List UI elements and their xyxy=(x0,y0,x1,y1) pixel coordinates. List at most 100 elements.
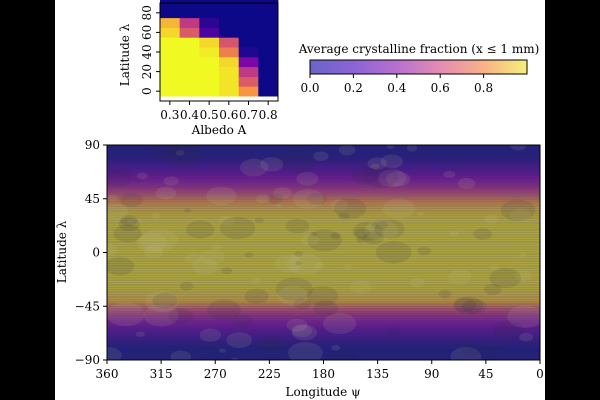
map-band xyxy=(107,250,540,253)
map-surface-feature xyxy=(286,252,323,275)
map-surface-feature xyxy=(385,171,411,187)
map-surface-feature xyxy=(417,211,425,217)
map-band xyxy=(107,233,540,237)
map-y-tick-label: −90 xyxy=(75,353,100,367)
map-x-ticks: 360 315 270 225 180 135 90 45 0 xyxy=(96,360,544,381)
colorbar-gradient xyxy=(309,59,528,75)
inset-y-tick-label: 80 xyxy=(140,5,154,20)
map-band xyxy=(107,202,540,206)
inset-cell xyxy=(199,17,220,28)
inset-x-tick-label: 0.3 xyxy=(160,108,179,122)
map-surface-feature xyxy=(168,308,193,324)
map-band xyxy=(107,176,540,179)
map-surface-feature xyxy=(375,241,412,264)
map-y-tick-label: −45 xyxy=(75,299,100,313)
map-surface-feature xyxy=(231,314,253,328)
inset-cell xyxy=(199,37,220,48)
map-surface-feature xyxy=(274,254,303,273)
inset-cell xyxy=(160,37,181,48)
map-band xyxy=(107,188,540,191)
map-surface-feature xyxy=(350,167,380,185)
map-surface-feature xyxy=(251,277,262,284)
map-band xyxy=(107,290,540,294)
inset-y-ticks: 0 20 40 60 80 xyxy=(140,5,160,95)
map-band xyxy=(107,166,540,170)
map-surface-feature xyxy=(163,176,179,186)
map-band xyxy=(107,338,540,342)
map-surface-feature xyxy=(417,246,432,256)
map-surface-feature xyxy=(438,289,452,299)
inset-x-tick-label: 0.6 xyxy=(219,108,238,122)
map-band xyxy=(107,171,540,175)
map-surface-feature xyxy=(107,302,145,327)
map-x-tick-label: 270 xyxy=(204,367,227,381)
map-surface-feature xyxy=(162,145,197,157)
inset-y-tick-label: 20 xyxy=(140,64,154,79)
map-surface-feature xyxy=(380,154,403,169)
map-y-axis-label: Latitude λ xyxy=(55,220,69,283)
map-heatmap-chart: 360 315 270 225 180 135 90 45 0 90 45 0 −45 −90 Long… xyxy=(55,138,544,399)
map-surface-feature xyxy=(199,249,225,265)
map-surface-feature xyxy=(329,349,357,360)
inset-cell xyxy=(258,27,279,38)
map-band xyxy=(107,336,540,339)
inset-x-tick-label: 0.8 xyxy=(259,108,278,122)
map-surface-feature xyxy=(510,145,527,151)
map-surface-feature xyxy=(260,157,284,172)
map-surface-feature xyxy=(374,219,405,239)
map-surface-feature xyxy=(206,186,237,206)
map-surface-feature xyxy=(266,193,284,204)
map-band xyxy=(107,345,540,349)
map-band xyxy=(107,312,540,316)
inset-x-ticks: 0.3 0.4 0.5 0.6 0.7 0.8 xyxy=(160,101,278,122)
map-surface-feature xyxy=(231,357,238,360)
map-band xyxy=(107,216,540,220)
inset-cell xyxy=(219,66,240,77)
map-band xyxy=(107,302,540,306)
map-surface-feature xyxy=(245,148,255,154)
map-surface-feature xyxy=(155,186,177,200)
map-band xyxy=(107,231,540,234)
map-band xyxy=(107,264,540,268)
map-surface-feature xyxy=(107,347,122,360)
map-surface-feature xyxy=(295,260,303,266)
inset-cell xyxy=(219,86,240,97)
inset-cell xyxy=(160,17,181,28)
inset-cell xyxy=(199,47,220,58)
map-band xyxy=(107,242,540,246)
map-surface-feature xyxy=(150,212,161,219)
map-surface-feature xyxy=(107,243,118,257)
inset-cell xyxy=(238,7,259,19)
inset-cell xyxy=(238,86,259,97)
inset-x-tick-label: 0.5 xyxy=(200,108,219,122)
map-band xyxy=(107,199,540,203)
map-band xyxy=(107,257,540,261)
map-surface-feature xyxy=(277,286,309,306)
inset-cell xyxy=(238,37,259,48)
map-surface-feature xyxy=(136,232,168,253)
inset-cell xyxy=(179,86,200,97)
map-band xyxy=(107,219,540,222)
colorbar-tick-label: 0.0 xyxy=(300,81,319,95)
map-surface-feature xyxy=(286,318,308,332)
colorbar-label: Average crystalline fraction (x ≤ 1 mm) xyxy=(298,42,540,56)
inset-cell xyxy=(238,27,259,38)
inset-cell xyxy=(199,27,220,38)
inset-cell xyxy=(179,17,200,28)
map-band xyxy=(107,355,540,359)
map-band xyxy=(107,154,540,158)
map-surface-feature xyxy=(192,258,219,275)
inset-cell xyxy=(219,37,240,48)
map-band xyxy=(107,168,540,172)
map-surface-texture xyxy=(107,145,540,360)
inset-cell xyxy=(258,37,279,48)
inset-cell xyxy=(199,86,220,97)
inset-cell xyxy=(179,0,200,9)
inset-cell xyxy=(160,86,181,97)
inset-cell xyxy=(160,76,181,87)
map-surface-feature xyxy=(333,198,367,219)
map-surface-feature xyxy=(473,228,492,240)
map-surface-feature xyxy=(145,291,179,313)
map-surface-feature xyxy=(484,214,499,224)
map-band xyxy=(107,161,540,165)
